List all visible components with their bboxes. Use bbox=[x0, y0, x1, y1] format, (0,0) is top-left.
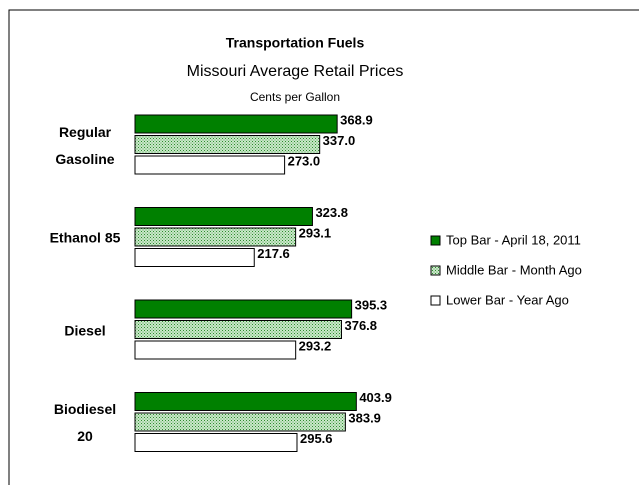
value-label: 217.6 bbox=[257, 246, 290, 261]
value-label: 368.9 bbox=[340, 112, 373, 127]
value-label: 395.3 bbox=[355, 297, 388, 312]
category-label: Ethanol 85 bbox=[49, 229, 121, 246]
unit-label: Cents per Gallon bbox=[250, 90, 340, 104]
chart-subtitle: Missouri Average Retail Prices bbox=[187, 63, 404, 80]
bar bbox=[134, 392, 357, 411]
value-label: 295.6 bbox=[300, 431, 333, 446]
bar bbox=[134, 114, 338, 134]
category-label: Biodiesel 20 bbox=[53, 401, 117, 445]
legend-swatch bbox=[430, 265, 441, 276]
category-label: Diesel bbox=[64, 322, 106, 339]
value-label: 293.2 bbox=[299, 338, 332, 353]
bar bbox=[134, 135, 321, 154]
value-label: 383.9 bbox=[348, 410, 381, 425]
value-label: 273.0 bbox=[288, 153, 321, 168]
bar bbox=[134, 248, 255, 267]
bar bbox=[134, 340, 297, 360]
legend-swatch bbox=[430, 295, 441, 306]
bar bbox=[134, 207, 313, 226]
bar bbox=[134, 320, 342, 339]
bar bbox=[134, 412, 346, 432]
bar bbox=[134, 227, 297, 247]
value-label: 323.8 bbox=[315, 205, 348, 220]
value-label: 403.9 bbox=[359, 390, 392, 405]
value-label: 376.8 bbox=[344, 318, 377, 333]
bar bbox=[134, 299, 353, 319]
bar bbox=[134, 433, 298, 452]
legend-swatch bbox=[430, 235, 441, 246]
value-label: 293.1 bbox=[299, 225, 332, 240]
legend-label: Lower Bar - Year Ago bbox=[446, 292, 569, 307]
legend-label: Top Bar - April 18, 2011 bbox=[446, 232, 581, 247]
chart-title: Transportation Fuels bbox=[226, 35, 365, 51]
category-label: Regular Gasoline bbox=[55, 123, 115, 167]
legend-label: Middle Bar - Month Ago bbox=[446, 262, 582, 277]
bar bbox=[134, 155, 286, 175]
value-label: 337.0 bbox=[323, 133, 356, 148]
